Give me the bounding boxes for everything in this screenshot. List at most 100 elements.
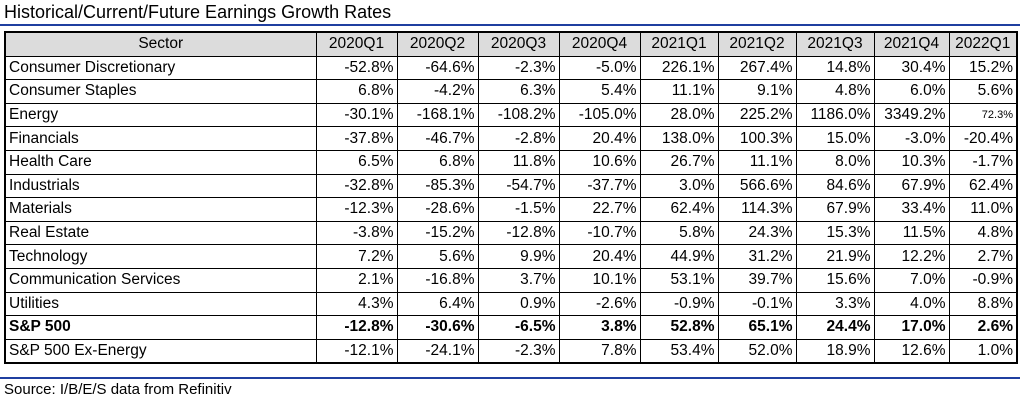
value-cell: 4.8% — [948, 220, 1018, 246]
value-cell: -108.2% — [477, 102, 560, 128]
sector-cell: Technology — [4, 244, 317, 269]
table-row: Communication Services 2.1% -16.8% 3.7% 10.1… — [4, 267, 1018, 293]
value-cell: -0.9% — [948, 267, 1018, 293]
value-cell: 15.0% — [795, 126, 875, 151]
value-cell: 1.0% — [948, 338, 1018, 364]
value-cell: -6.5% — [477, 315, 560, 340]
value-cell: 62.4% — [948, 173, 1018, 199]
value-cell: -52.8% — [315, 55, 398, 81]
value-cell: 52.0% — [717, 338, 797, 364]
value-cell: 138.0% — [639, 126, 719, 151]
column-header: 2020Q2 — [396, 31, 479, 57]
value-cell: -12.1% — [315, 338, 398, 364]
value-cell: 3.7% — [477, 267, 560, 293]
value-cell: 2.1% — [315, 267, 398, 293]
value-cell: 6.0% — [873, 79, 950, 104]
top-divider — [0, 24, 1020, 26]
value-cell: 566.6% — [717, 173, 797, 199]
value-cell: 10.1% — [558, 267, 641, 293]
header-row: Sector 2020Q1 2020Q2 2020Q3 2020Q4 2021Q… — [4, 31, 1018, 57]
value-cell: 3.3% — [795, 291, 875, 317]
value-cell: 7.0% — [873, 267, 950, 293]
value-cell: -37.7% — [558, 173, 641, 199]
sector-cell: Financials — [4, 126, 317, 151]
value-cell: 24.3% — [717, 220, 797, 246]
value-cell: 2.6% — [948, 315, 1018, 340]
value-cell: -2.3% — [477, 55, 560, 81]
value-cell: 67.9% — [795, 197, 875, 222]
value-cell: -46.7% — [396, 126, 479, 151]
value-cell: -1.5% — [477, 197, 560, 222]
value-cell: 4.3% — [315, 291, 398, 317]
value-cell: 65.1% — [717, 315, 797, 340]
value-cell: 15.6% — [795, 267, 875, 293]
table-row: Energy -30.1% -168.1% -108.2% -105.0% 28.0% 22… — [4, 102, 1018, 128]
value-cell: 6.3% — [477, 79, 560, 104]
value-cell: 44.9% — [639, 244, 719, 269]
value-cell: -12.8% — [315, 315, 398, 340]
value-cell: -0.1% — [717, 291, 797, 317]
value-cell: 0.9% — [477, 291, 560, 317]
value-cell: -3.8% — [315, 220, 398, 246]
value-cell: -16.8% — [396, 267, 479, 293]
table-row: Technology 7.2% 5.6% 9.9% 20.4% 44.9% 31.2% 21.… — [4, 244, 1018, 269]
value-cell: 6.8% — [315, 79, 398, 104]
value-cell: 3.8% — [558, 315, 641, 340]
value-cell: 72.3% — [948, 102, 1018, 128]
table-body: Consumer Discretionary -52.8% -64.6% -2.3% -… — [4, 55, 1018, 364]
sector-cell: S&P 500 — [4, 315, 317, 340]
value-cell: -5.0% — [558, 55, 641, 81]
value-cell: -30.6% — [396, 315, 479, 340]
source-note: Source: I/B/E/S data from Refinitiv — [4, 381, 232, 398]
value-cell: -20.4% — [948, 126, 1018, 151]
column-header: 2020Q4 — [558, 31, 641, 57]
value-cell: -10.7% — [558, 220, 641, 246]
sector-cell: Communication Services — [4, 267, 317, 293]
value-cell: 11.1% — [717, 149, 797, 175]
value-cell: 12.2% — [873, 244, 950, 269]
value-cell: -54.7% — [477, 173, 560, 199]
value-cell: 9.1% — [717, 79, 797, 104]
value-cell: -37.8% — [315, 126, 398, 151]
value-cell: -168.1% — [396, 102, 479, 128]
value-cell: 7.2% — [315, 244, 398, 269]
value-cell: -24.1% — [396, 338, 479, 364]
value-cell: 11.8% — [477, 149, 560, 175]
sector-cell: Health Care — [4, 149, 317, 175]
value-cell: 53.4% — [639, 338, 719, 364]
value-cell: 12.6% — [873, 338, 950, 364]
page-title: Historical/Current/Future Earnings Growt… — [4, 2, 392, 22]
value-cell: 6.8% — [396, 149, 479, 175]
value-cell: 26.7% — [639, 149, 719, 175]
value-cell: 84.6% — [795, 173, 875, 199]
value-cell: -12.8% — [477, 220, 560, 246]
table-row: Real Estate -3.8% -15.2% -12.8% -10.7% 5.8% 24… — [4, 220, 1018, 246]
sector-cell: S&P 500 Ex-Energy — [4, 338, 317, 364]
value-cell: 4.0% — [873, 291, 950, 317]
value-cell: 5.6% — [948, 79, 1018, 104]
sector-cell: Industrials — [4, 173, 317, 199]
column-header: Sector — [4, 31, 317, 57]
table-row: Consumer Discretionary -52.8% -64.6% -2.3% -… — [4, 55, 1018, 81]
value-cell: 14.8% — [795, 55, 875, 81]
value-cell: 6.5% — [315, 149, 398, 175]
value-cell: 67.9% — [873, 173, 950, 199]
value-cell: 17.0% — [873, 315, 950, 340]
value-cell: 225.2% — [717, 102, 797, 128]
sector-cell: Consumer Discretionary — [4, 55, 317, 81]
sector-cell: Consumer Staples — [4, 79, 317, 104]
sector-cell: Energy — [4, 102, 317, 128]
column-header: 2020Q1 — [315, 31, 398, 57]
value-cell: -85.3% — [396, 173, 479, 199]
value-cell: 20.4% — [558, 126, 641, 151]
value-cell: 24.4% — [795, 315, 875, 340]
value-cell: 114.3% — [717, 197, 797, 222]
value-cell: 15.3% — [795, 220, 875, 246]
value-cell: 62.4% — [639, 197, 719, 222]
value-cell: 8.8% — [948, 291, 1018, 317]
value-cell: 4.8% — [795, 79, 875, 104]
value-cell: 3349.2% — [873, 102, 950, 128]
value-cell: -0.9% — [639, 291, 719, 317]
value-cell: -2.8% — [477, 126, 560, 151]
value-cell: 10.6% — [558, 149, 641, 175]
